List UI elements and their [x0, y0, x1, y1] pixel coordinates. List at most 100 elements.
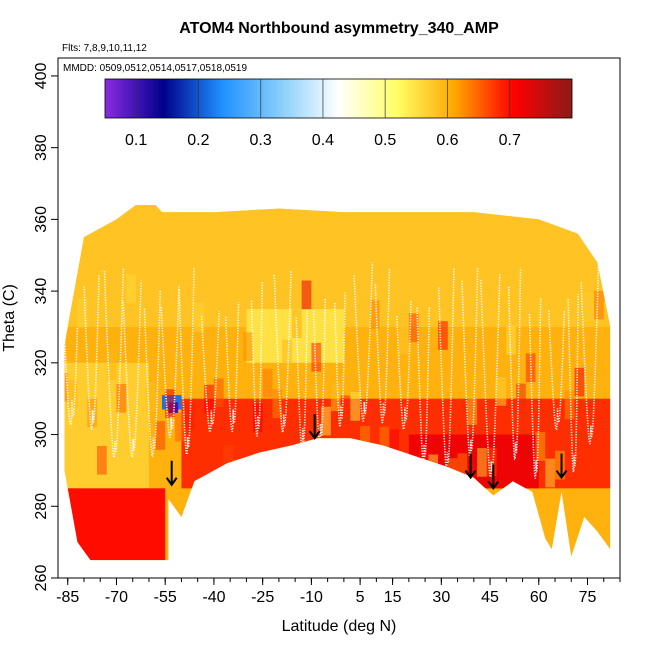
y-tick-label: 340: [33, 278, 50, 305]
dates-subtitle: MMDD: 0509,0512,0514,0517,0518,0519: [63, 63, 247, 74]
heatmap-region-6: [408, 434, 539, 489]
y-tick-label: 320: [33, 349, 50, 376]
heatmap-texture-cell: [447, 458, 458, 487]
colorbar-tick-label: 0.6: [436, 132, 458, 149]
flight-profile-trace: [416, 307, 431, 464]
y-tick-label: 360: [33, 206, 50, 233]
heatmap-texture-cell: [77, 298, 88, 328]
x-tick-label: 5: [356, 589, 365, 606]
y-tick-label: 280: [33, 493, 50, 520]
flight-profile-trace: [507, 267, 522, 461]
flight-profile-trace: [353, 262, 374, 422]
heatmap-texture-cell: [477, 448, 487, 477]
x-tick-label: -40: [202, 589, 225, 606]
heatmap-texture-cell: [379, 426, 390, 456]
tropopause-arrow: [464, 453, 477, 480]
heatmap-texture-cell: [194, 302, 205, 332]
heatmap-texture-cell: [340, 395, 351, 425]
tropopause-arrow: [308, 414, 321, 440]
flight-profile-trace: [480, 274, 501, 478]
flight-profile-trace: [224, 302, 240, 433]
flight-profile-trace: [178, 267, 195, 456]
flight-profile-trace: [160, 289, 180, 438]
heatmap-texture-cell: [467, 396, 478, 425]
heatmap-texture-cell: [438, 321, 448, 350]
heatmap-texture-cell: [418, 446, 429, 475]
colorbar-tick-label: 0.3: [250, 132, 272, 149]
flights-subtitle: Flts: 7,8,9,10,11,12: [62, 43, 147, 54]
heatmap-texture-cell: [545, 458, 556, 488]
flight-profile-trace: [143, 289, 162, 458]
x-tick-label: 75: [579, 589, 597, 606]
heatmap-texture-cell: [428, 454, 439, 484]
plot-frame: [57, 57, 621, 579]
flight-profile-trace: [295, 309, 308, 450]
flight-profile-trace: [83, 275, 100, 431]
heatmap-texture-cell: [614, 363, 624, 392]
heatmap-texture-cell: [311, 342, 322, 372]
heatmap-texture-cell: [262, 368, 273, 398]
heatmap-texture-cell: [223, 445, 234, 474]
heatmap-texture-cell: [155, 421, 166, 450]
colorbar-tick-label: 0.7: [499, 132, 521, 149]
heatmap-texture-cell: [506, 325, 517, 355]
chart-title: ATOM4 Northbound asymmetry_340_AMP: [179, 20, 499, 37]
flight-profile-trace: [547, 309, 566, 431]
heatmap-texture-cell: [594, 290, 604, 320]
heatmap-texture-cell: [213, 378, 224, 408]
heatmap-texture-cell: [243, 332, 253, 361]
flight-profile-trace: [461, 268, 479, 458]
heatmap-texture-cell: [126, 274, 136, 304]
x-tick-label: -70: [105, 589, 128, 606]
heatmap-texture-cell: [564, 390, 575, 420]
heatmap-texture-cell: [135, 363, 146, 393]
flight-profile-trace: [122, 280, 142, 458]
heatmap-texture-cell: [64, 372, 68, 402]
heatmap-texture-cell: [350, 392, 361, 421]
colorbar-tick-label: 0.5: [374, 132, 396, 149]
heatmap-texture-cell: [525, 353, 536, 383]
heatmap-texture-cell: [233, 459, 244, 489]
x-axis: -85 -70 -55 -40 -25 -10 5 15 30 45 60 75: [56, 578, 621, 606]
heatmap-texture-cell: [301, 280, 312, 310]
colorbar-tick-label: 0.2: [187, 132, 209, 149]
heatmap-region-1: [64, 205, 611, 327]
colorbar-tick-label: 0.4: [312, 132, 334, 149]
heatmap-texture-cell: [555, 450, 565, 480]
heatmap-texture-cell: [321, 406, 331, 436]
heatmap-texture-cell: [67, 379, 78, 409]
heatmap-texture-cell: [106, 351, 117, 381]
y-axis-label: Theta (C): [1, 284, 18, 352]
flight-profile-trace: [580, 264, 600, 445]
heatmap-region-4: [64, 488, 166, 561]
y-tick-label: 260: [33, 565, 50, 592]
heatmap-texture-cell: [369, 300, 380, 329]
y-tick-label: 400: [33, 62, 50, 89]
x-tick-label: -55: [154, 589, 177, 606]
heatmap-texture-cell: [603, 272, 611, 302]
heatmap-texture-cell: [535, 432, 546, 461]
heatmap-texture-cell: [282, 339, 292, 369]
flight-profile-trace: [103, 267, 125, 459]
heatmap-texture-cell: [408, 313, 419, 343]
y-tick-label: 380: [33, 134, 50, 161]
heatmap-texture-cell: [574, 367, 585, 397]
flight-profile-trace: [250, 281, 264, 437]
tropopause-arrows: [165, 414, 568, 491]
heatmap-texture-cell: [165, 389, 175, 419]
colorbar: 0.1 0.2 0.3 0.4 0.5 0.6 0.7: [104, 78, 573, 149]
heatmap-texture-cell: [457, 453, 468, 483]
heatmap-texture-cell: [96, 445, 107, 475]
x-tick-label: 45: [481, 589, 499, 606]
heatmap-texture-cell: [399, 325, 409, 355]
x-tick-label: 30: [432, 589, 450, 606]
flight-profile-trace: [437, 267, 455, 470]
x-tick-label: -10: [300, 589, 323, 606]
x-tick-label: 15: [384, 589, 402, 606]
tropopause-arrow: [555, 453, 568, 480]
y-tick-label: 300: [33, 421, 50, 448]
heatmap-texture-cell: [496, 376, 507, 406]
flight-profile-trace: [63, 327, 79, 426]
y-axis: 260 280 300 320 340 360 380 400: [33, 62, 58, 591]
heatmap-texture-cell: [360, 426, 370, 455]
